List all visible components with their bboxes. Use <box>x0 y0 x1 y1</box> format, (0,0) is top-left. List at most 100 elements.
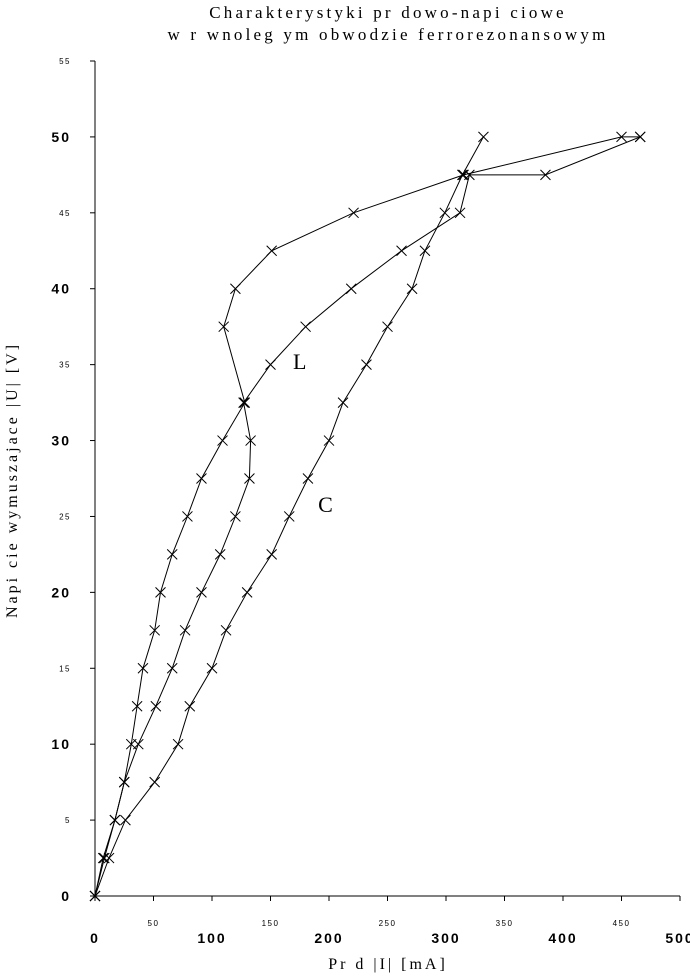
data-point <box>150 700 162 712</box>
point-marker-stroke <box>149 776 161 788</box>
x-tick-label: 500 <box>665 930 690 946</box>
axis-labels: Pr d |I| [mA] Napi cie wymuszajace |U| [V… <box>4 342 448 973</box>
data-point <box>214 549 226 560</box>
data-point <box>149 624 161 636</box>
point-marker-stroke <box>182 511 193 522</box>
series <box>89 131 646 902</box>
point-marker-stroke <box>89 890 101 902</box>
y-tick-label: 5 <box>65 816 71 825</box>
y-tick-label: 25 <box>59 512 71 521</box>
point-marker-stroke <box>266 549 278 560</box>
y-tick-label: 45 <box>59 209 71 218</box>
data-point <box>172 738 184 750</box>
series-L <box>89 131 646 902</box>
point-marker-stroke <box>439 207 451 219</box>
data-point <box>217 435 228 446</box>
point-marker-stroke <box>337 397 349 408</box>
data-point <box>89 890 101 902</box>
point-marker-stroke <box>230 283 241 295</box>
data-point <box>266 549 278 560</box>
point-marker-stroke <box>155 587 166 598</box>
y-tick-label: 35 <box>59 361 71 370</box>
axes <box>90 60 681 901</box>
point-marker-stroke <box>406 283 418 295</box>
data-point <box>348 207 359 219</box>
point-marker-stroke <box>323 435 335 446</box>
chart-title-line: w r wnoleg ym obwodzie ferrorezonansowym <box>168 25 609 44</box>
data-point <box>458 169 469 181</box>
data-point <box>439 207 451 219</box>
data-point <box>396 245 407 257</box>
data-point <box>118 776 130 788</box>
x-tick-label: 250 <box>379 919 397 928</box>
point-marker-stroke <box>634 131 646 143</box>
point-marker-stroke <box>302 473 314 484</box>
point-marker-stroke <box>109 814 121 826</box>
curve-label: L <box>293 349 306 374</box>
point-marker-stroke <box>166 662 178 674</box>
data-point <box>244 473 255 484</box>
data-point <box>265 359 276 370</box>
data-point <box>109 814 121 826</box>
point-marker-stroke <box>206 662 218 674</box>
point-marker-stroke <box>616 131 627 143</box>
point-marker-stroke <box>266 245 278 257</box>
data-point <box>230 283 241 295</box>
data-point <box>131 700 143 712</box>
point-marker-stroke <box>214 549 226 560</box>
point-marker-stroke <box>184 700 196 712</box>
data-point <box>478 131 489 143</box>
x-tick-label: 150 <box>262 919 280 928</box>
point-marker-stroke <box>454 207 466 219</box>
series-C <box>89 131 489 902</box>
point-marker-stroke <box>196 473 207 484</box>
data-point <box>149 776 161 788</box>
point-marker-stroke <box>540 169 551 181</box>
y-tick-label: 15 <box>59 664 71 673</box>
point-marker-stroke <box>478 131 489 143</box>
point-marker-stroke <box>97 852 109 864</box>
point-marker-stroke <box>220 624 232 636</box>
point-marker-stroke <box>283 511 295 522</box>
data-point <box>132 738 144 750</box>
point-marker-stroke <box>345 283 357 295</box>
data-point <box>300 321 311 333</box>
x-axis-label: Pr d |I| [mA] <box>328 956 448 973</box>
series-line <box>94 136 641 897</box>
x-tick-label: 0 <box>90 930 100 946</box>
point-marker-stroke <box>218 321 230 333</box>
data-point <box>230 511 241 522</box>
y-tick-label: 20 <box>51 584 71 600</box>
data-point <box>155 587 166 598</box>
y-tick-label: 10 <box>51 736 71 752</box>
data-point <box>345 283 357 295</box>
y-tick-label: 0 <box>61 888 71 904</box>
point-marker-stroke <box>419 245 431 257</box>
data-point <box>239 397 251 408</box>
data-point <box>166 662 178 674</box>
data-point <box>245 435 256 446</box>
y-tick-label: 40 <box>51 281 71 297</box>
point-marker-stroke <box>348 207 359 219</box>
series-curve-1 <box>89 131 646 902</box>
x-tick-label: 400 <box>548 930 577 946</box>
data-point <box>302 473 314 484</box>
point-marker-stroke <box>265 359 276 370</box>
x-tick-label: 100 <box>197 930 226 946</box>
point-marker-stroke <box>150 700 162 712</box>
data-point <box>634 131 646 143</box>
data-point <box>382 321 393 333</box>
point-marker-stroke <box>396 245 407 257</box>
curve-label: C <box>318 492 333 517</box>
data-point <box>97 852 109 864</box>
point-marker-stroke <box>300 321 311 333</box>
data-point <box>120 814 131 826</box>
data-point <box>457 169 468 181</box>
point-marker-stroke <box>382 321 393 333</box>
data-point <box>218 321 230 333</box>
data-point <box>137 662 149 674</box>
data-point <box>616 131 627 143</box>
point-marker-stroke <box>245 435 256 446</box>
data-point <box>182 511 193 522</box>
